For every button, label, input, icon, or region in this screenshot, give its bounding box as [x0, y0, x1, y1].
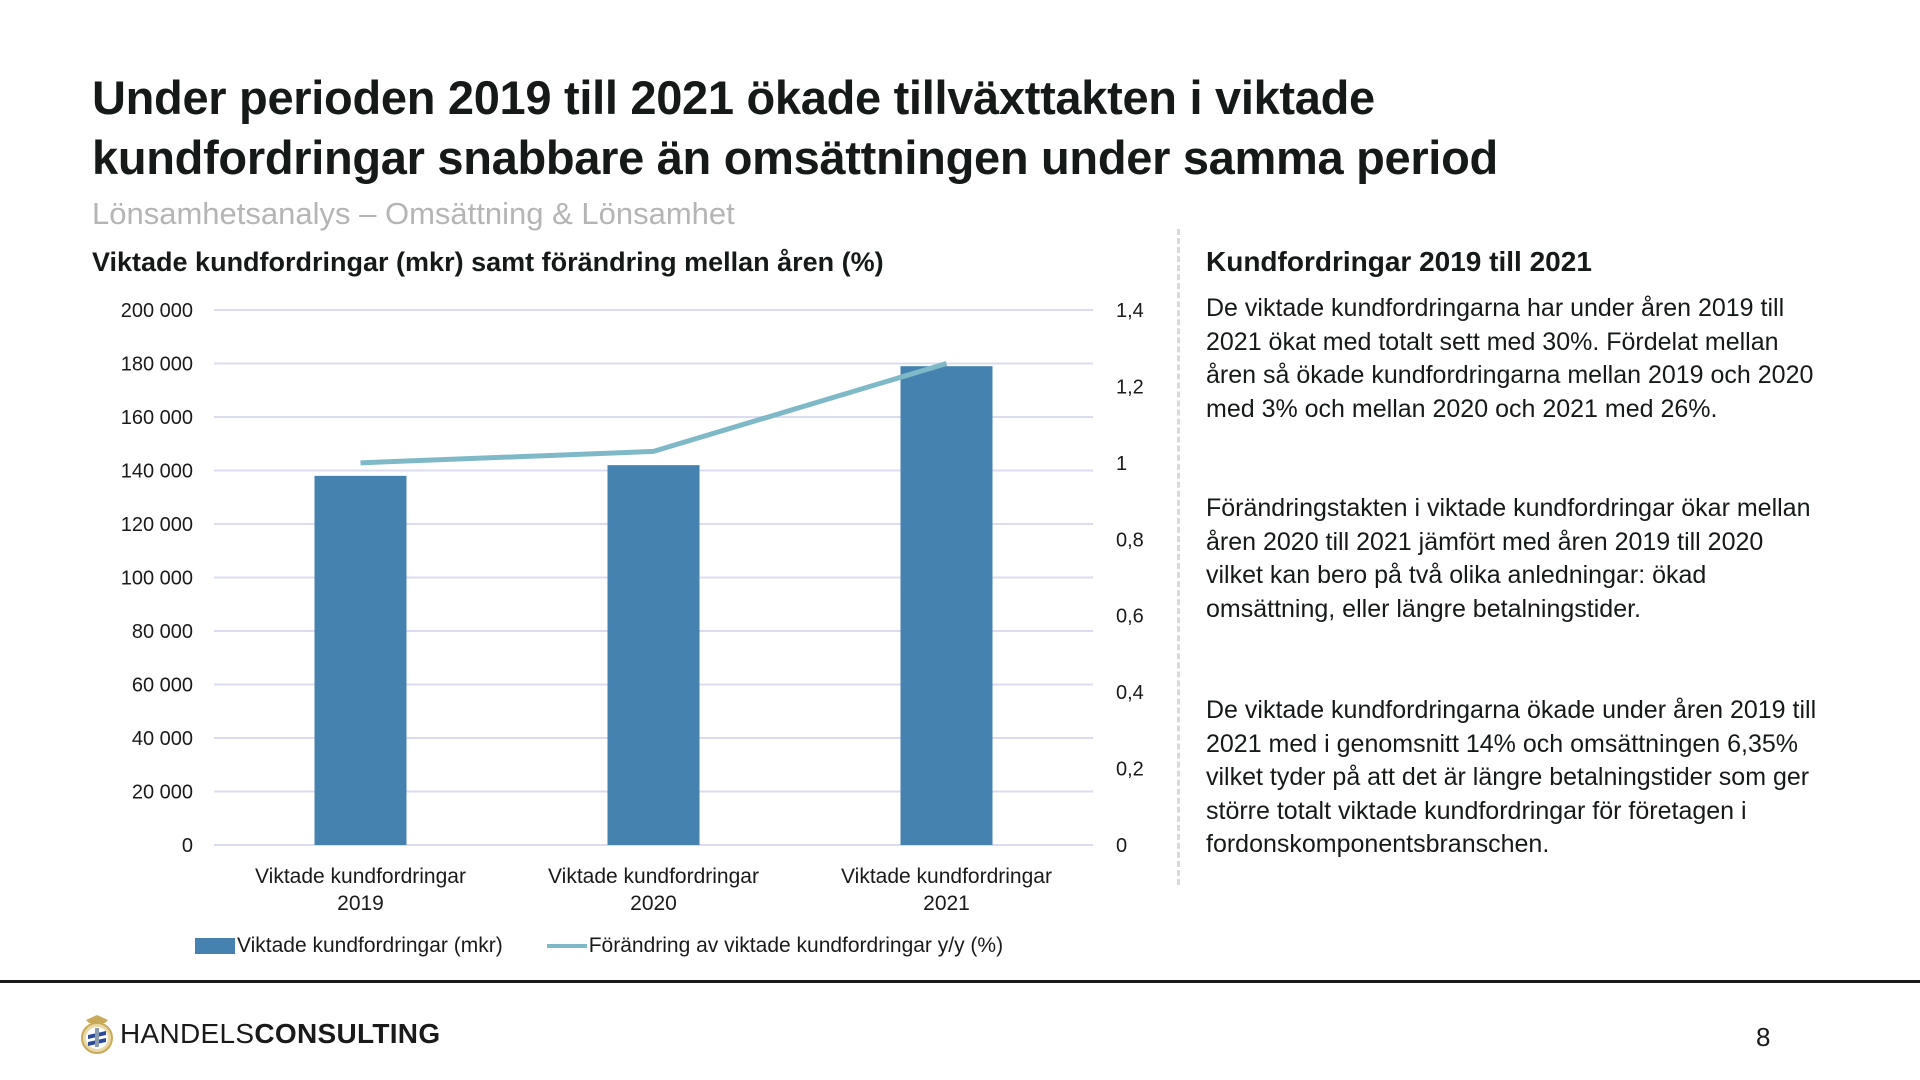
- bar: [607, 465, 700, 845]
- logo-wordmark: HANDELSCONSULTING: [120, 1018, 440, 1050]
- x-axis-category-label: Viktade kundfordringar: [548, 865, 759, 888]
- legend-line-label: Förändring av viktade kundfordringar y/y…: [588, 934, 1004, 957]
- chart-legend: Viktade kundfordringar (mkr) Förändring …: [195, 934, 1003, 958]
- left-axis-tick-label: 100 000: [121, 568, 193, 590]
- side-heading: Kundfordringar 2019 till 2021: [1206, 246, 1592, 277]
- slide-subtitle: Lönsamhetsanalys – Omsättning & Lönsamhe…: [92, 196, 735, 231]
- left-axis-tick-label: 140 000: [121, 461, 193, 483]
- slide-title-line-1: Under perioden 2019 till 2021 ökade till…: [92, 71, 1375, 124]
- left-axis-tick-label: 40 000: [132, 728, 193, 750]
- x-axis-category-label: Viktade kundfordringar: [255, 865, 466, 888]
- handelsconsulting-logo: HANDELSCONSULTING: [78, 1012, 440, 1056]
- right-axis-tick-label: 0: [1116, 835, 1127, 857]
- legend-bar-swatch: [195, 938, 235, 954]
- vertical-dashed-divider: [1177, 229, 1180, 885]
- chart-title: Viktade kundfordringar (mkr) samt föränd…: [92, 247, 884, 277]
- right-axis-labels: 0 0,2 0,4 0,6 0,8 1 1,2 1,4: [1116, 300, 1144, 857]
- left-axis-tick-label: 180 000: [121, 354, 193, 376]
- right-axis-tick-label: 0,8: [1116, 529, 1144, 551]
- logo-wordmark-bold: CONSULTING: [254, 1018, 441, 1049]
- x-axis-labels: Viktade kundfordringar 2019 Viktade kundfo…: [255, 865, 1052, 915]
- right-axis-tick-label: 0,2: [1116, 759, 1144, 781]
- x-axis-category-label: 2019: [337, 892, 384, 915]
- footer-rule: [0, 980, 1920, 983]
- right-axis-tick-label: 1,2: [1116, 376, 1144, 398]
- left-axis-tick-label: 200 000: [121, 300, 193, 322]
- slide-title-line-2: kundfordringar snabbare än omsättningen …: [92, 131, 1498, 184]
- left-axis-tick-label: 60 000: [132, 675, 193, 697]
- line-series: [360, 361, 948, 466]
- page-number: 8: [1756, 1022, 1771, 1052]
- x-axis-category-label: Viktade kundfordringar: [841, 865, 1052, 888]
- right-axis-tick-label: 1,4: [1116, 300, 1144, 322]
- left-axis-tick-label: 0: [182, 835, 193, 857]
- bar: [314, 475, 407, 845]
- right-axis-tick-label: 1: [1116, 453, 1127, 475]
- legend-bar-label: Viktade kundfordringar (mkr): [237, 934, 503, 957]
- bar-series: [314, 366, 993, 845]
- legend-line-swatch: [546, 944, 587, 948]
- side-paragraph-1: De viktade kundfordringarna har under år…: [1206, 294, 1814, 423]
- crest-icon: [81, 1015, 113, 1054]
- x-axis-category-label: 2020: [630, 892, 677, 915]
- left-axis-tick-label: 20 000: [132, 782, 193, 804]
- left-axis-labels: 0 20 000 40 000 60 000 80 000 100 000 120 000 1…: [121, 300, 193, 857]
- combo-chart: 0 20 000 40 000 60 000 80 000 100 000 120 000 1…: [121, 300, 1144, 915]
- side-paragraph-3: De viktade kundfordringarna ökade under …: [1206, 696, 1817, 859]
- line-path: [360, 361, 948, 466]
- bar: [900, 366, 993, 845]
- right-axis-tick-label: 0,6: [1116, 606, 1144, 628]
- left-axis-tick-label: 160 000: [121, 407, 193, 429]
- side-paragraph-2: Förändringstakten i viktade kundfordring…: [1206, 494, 1811, 623]
- logo-wordmark-light: HANDELS: [120, 1018, 255, 1049]
- slide-title: Under perioden 2019 till 2021 ökade till…: [92, 68, 1792, 188]
- x-axis-category-label: 2021: [923, 892, 970, 915]
- left-axis-tick-label: 80 000: [132, 621, 193, 643]
- left-axis-tick-label: 120 000: [121, 514, 193, 536]
- right-axis-tick-label: 0,4: [1116, 682, 1144, 704]
